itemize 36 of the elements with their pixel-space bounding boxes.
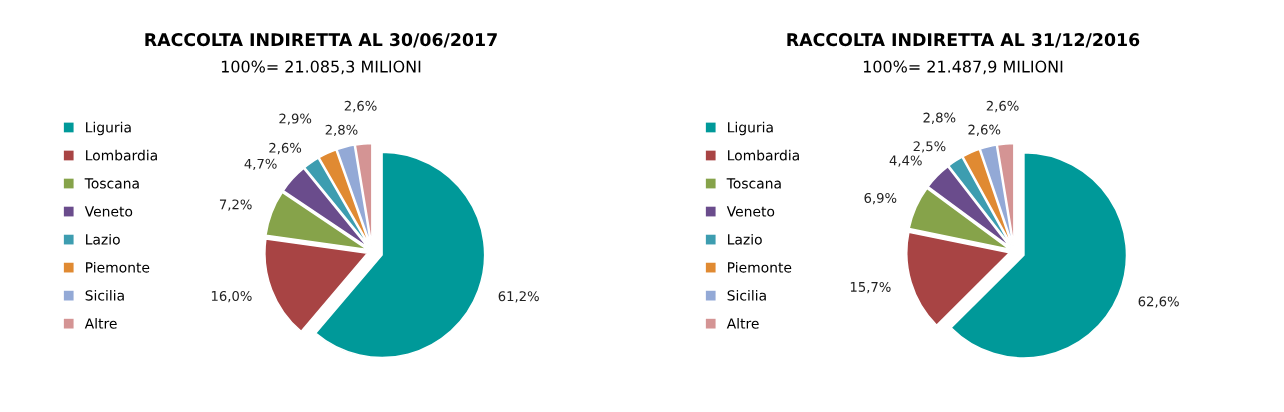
data-label: 7,2% bbox=[219, 199, 252, 211]
legend-label: Veneto bbox=[84, 206, 133, 217]
data-label: 2,9% bbox=[279, 113, 312, 125]
legend-label: Toscana bbox=[84, 178, 139, 189]
legend-label: Altre bbox=[84, 317, 117, 329]
data-label: 2,6% bbox=[344, 100, 377, 113]
data-label: 4,4% bbox=[889, 155, 922, 167]
data-label: 6,9% bbox=[864, 192, 897, 205]
data-label: 62,6% bbox=[1138, 296, 1179, 308]
data-label: 15,7% bbox=[850, 281, 891, 294]
legend-label: Veneto bbox=[726, 206, 775, 217]
data-label: 2,5% bbox=[913, 141, 946, 153]
legend-label: Liguria bbox=[728, 121, 773, 136]
chart-title: RACCOLTA INDIRETTA AL 30/06/2017 bbox=[145, 33, 497, 48]
chart-title: RACCOLTA INDIRETTA AL 31/12/2016 bbox=[787, 33, 1140, 48]
chart-subtitle: 100%= 21.085,3 MILIONI bbox=[221, 60, 421, 75]
legend-label: Altre bbox=[726, 317, 759, 329]
legend-label: Lazio bbox=[86, 233, 120, 245]
legend-label: Piemonte bbox=[86, 261, 150, 273]
legend-label: Toscana bbox=[726, 178, 781, 189]
chart-subtitle: 100%= 21.487,9 MILIONI bbox=[863, 60, 1063, 75]
legend-label: Lazio bbox=[728, 233, 762, 245]
data-label: 2,6% bbox=[968, 124, 1001, 136]
data-label: 61,2% bbox=[498, 291, 539, 303]
data-label: 2,6% bbox=[986, 100, 1019, 113]
data-label: 2,8% bbox=[325, 124, 358, 137]
data-label: 2,8% bbox=[923, 112, 956, 124]
legend-label: Liguria bbox=[86, 121, 131, 136]
legend-label: Sicilia bbox=[727, 289, 766, 301]
legend-label: Sicilia bbox=[85, 289, 124, 301]
legend-label: Piemonte bbox=[728, 261, 792, 273]
legend-label: Lombardia bbox=[86, 149, 157, 161]
legend-label: Lombardia bbox=[728, 149, 799, 161]
data-label: 16,0% bbox=[211, 290, 252, 303]
data-label: 2,6% bbox=[269, 142, 302, 155]
data-label: 4,7% bbox=[244, 158, 277, 171]
